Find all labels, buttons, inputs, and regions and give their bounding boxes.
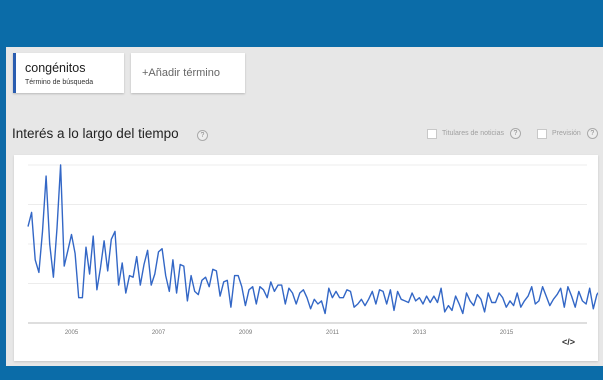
- forecast-help-icon[interactable]: ?: [586, 128, 598, 139]
- add-term-button[interactable]: +Añadir término: [131, 53, 245, 93]
- explore-content: congénitos Término de búsqueda +Añadir t…: [6, 47, 603, 366]
- news-headlines-option[interactable]: Titulares de noticias ?: [427, 128, 521, 139]
- section-title: Interés a lo largo del tiempo: [12, 126, 179, 141]
- bottom-bar: [0, 366, 603, 380]
- x-tick-label: 2009: [239, 330, 253, 336]
- forecast-option[interactable]: Previsión ?: [537, 128, 598, 139]
- add-term-label: +Añadir término: [142, 67, 220, 79]
- news-headlines-label: Titulares de noticias: [442, 130, 504, 137]
- embed-code-icon[interactable]: </>: [562, 337, 576, 347]
- news-headlines-checkbox[interactable]: [427, 128, 437, 139]
- forecast-checkbox[interactable]: [537, 128, 547, 139]
- news-headlines-help-icon[interactable]: ?: [510, 128, 521, 139]
- forecast-label: Previsión: [552, 130, 581, 137]
- search-term-name: congénitos: [25, 61, 86, 75]
- line-chart: 2005 2007 2009 2011 2013 2015: [27, 164, 603, 336]
- x-tick-label: 2015: [500, 330, 514, 336]
- x-tick-label: 2011: [326, 330, 340, 336]
- interest-over-time-chart: 2005 2007 2009 2011 2013 2015: [14, 155, 603, 361]
- x-tick-label: 2007: [152, 330, 166, 336]
- x-tick-label: 2005: [65, 330, 79, 336]
- search-term-type: Término de búsqueda: [25, 79, 94, 86]
- x-tick-label: 2013: [413, 330, 427, 336]
- search-term-card[interactable]: congénitos Término de búsqueda: [13, 53, 124, 93]
- top-header-bar: [0, 0, 603, 47]
- series-line[interactable]: [27, 164, 603, 315]
- help-icon[interactable]: ?: [197, 130, 208, 141]
